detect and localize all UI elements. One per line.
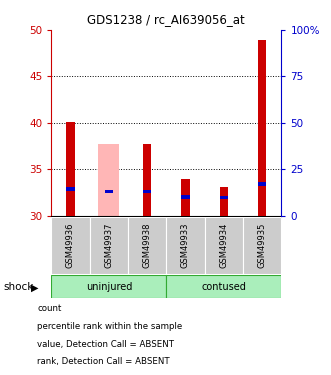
Text: GSM49934: GSM49934	[219, 223, 228, 268]
Text: rank, Detection Call = ABSENT: rank, Detection Call = ABSENT	[37, 357, 170, 366]
Text: value, Detection Call = ABSENT: value, Detection Call = ABSENT	[37, 340, 174, 349]
Bar	[205, 217, 243, 274]
Bar	[220, 196, 228, 199]
Text: count: count	[37, 304, 62, 313]
Text: percentile rank within the sample: percentile rank within the sample	[37, 322, 182, 331]
Bar	[258, 182, 266, 186]
Bar	[143, 190, 151, 194]
Bar	[105, 190, 113, 194]
Text: GSM49935: GSM49935	[258, 223, 267, 268]
Text: GSM49936: GSM49936	[66, 223, 75, 268]
Bar	[258, 40, 266, 216]
Text: uninjured: uninjured	[86, 282, 132, 291]
Bar	[166, 275, 281, 298]
Bar	[66, 122, 75, 216]
Bar	[90, 217, 128, 274]
Bar	[128, 217, 166, 274]
Text: GSM49933: GSM49933	[181, 223, 190, 268]
Bar	[166, 217, 205, 274]
Bar	[243, 217, 281, 274]
Text: GDS1238 / rc_AI639056_at: GDS1238 / rc_AI639056_at	[87, 13, 244, 26]
Bar	[98, 144, 119, 216]
Bar	[105, 190, 113, 194]
Text: GSM49938: GSM49938	[143, 223, 152, 268]
Bar	[220, 187, 228, 216]
Bar	[51, 217, 90, 274]
Bar	[181, 179, 190, 216]
Bar	[66, 187, 75, 190]
Bar	[143, 144, 151, 216]
Text: GSM49937: GSM49937	[104, 223, 113, 268]
Text: contused: contused	[201, 282, 246, 291]
Bar	[51, 275, 166, 298]
Text: ▶: ▶	[31, 283, 39, 292]
Text: shock: shock	[3, 282, 34, 291]
Bar	[181, 195, 190, 199]
